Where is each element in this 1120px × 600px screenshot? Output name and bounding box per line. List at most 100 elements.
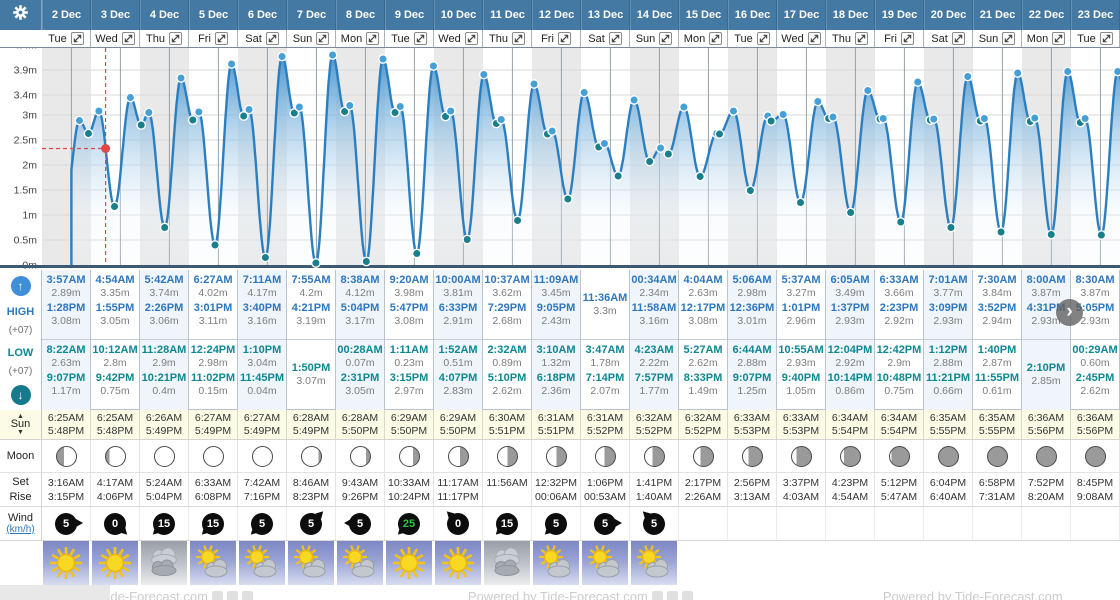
tide-column-17-dec: 5:37AM 3.27m 1:01PM 2.96m 10:55AM 2.93m 9:40PM… — [777, 270, 826, 410]
low-tide-entry: 1:12PM 2.88m — [924, 344, 972, 370]
low-tide-entry: 9:07PM 1.17m — [42, 372, 90, 398]
moon-set-rise-cell: 3:16AM 3:15PM — [42, 473, 91, 506]
expand-day-icon[interactable] — [709, 32, 723, 45]
expand-day-icon[interactable] — [659, 32, 673, 45]
date-header-8-dec[interactable]: 8 Dec — [336, 0, 385, 30]
expand-day-icon[interactable] — [511, 32, 525, 45]
date-header-2-dec[interactable]: 2 Dec — [42, 0, 91, 30]
scroll-right-button[interactable]: › — [1056, 299, 1083, 326]
sunset-time: 5:49PM — [243, 424, 281, 437]
date-header-7-dec[interactable]: 7 Dec — [287, 0, 336, 30]
low-tide-time: 11:28AM — [141, 344, 187, 356]
social-icon[interactable] — [651, 591, 663, 600]
tide-extreme-dot — [745, 185, 756, 196]
high-tide-height: 2.94m — [982, 315, 1012, 327]
expand-day-icon[interactable] — [413, 32, 427, 45]
low-tide-height: 2.62m — [492, 385, 522, 397]
moon-rise-time: 3:15PM — [47, 490, 85, 503]
date-header-19-dec[interactable]: 19 Dec — [875, 0, 924, 30]
date-header-4-dec[interactable]: 4 Dec — [140, 0, 189, 30]
tide-extreme-dot — [226, 59, 237, 69]
high-tide-zone: 4:04AM 2.63m 12:17PM 3.08m — [679, 270, 727, 340]
date-header-20-dec[interactable]: 20 Dec — [924, 0, 973, 30]
tide-extreme-dot — [289, 108, 300, 118]
weather-cell — [875, 541, 924, 585]
sunset-time: 5:50PM — [390, 424, 428, 437]
low-tide-time: 5:10PM — [487, 372, 527, 384]
tide-extreme-dot — [962, 71, 973, 82]
expand-day-icon[interactable] — [168, 32, 182, 45]
date-header-12-dec[interactable]: 12 Dec — [532, 0, 581, 30]
high-tide-zone: 7:30AM 3.84m 3:52PM 2.94m — [973, 270, 1021, 340]
sun-times-cell: 6:35AM 5:55PM — [924, 410, 973, 439]
low-tide-zone: 12:42PM 2.9m 10:48PM 0.75m — [875, 340, 923, 410]
social-icon[interactable] — [226, 591, 238, 600]
settings-cell[interactable] — [0, 0, 42, 30]
date-header-23-dec[interactable]: 23 Dec — [1071, 0, 1120, 30]
moon-phase-icon — [202, 445, 224, 467]
sunset-time: 5:48PM — [96, 424, 134, 437]
expand-day-icon[interactable] — [951, 32, 965, 45]
expand-day-icon[interactable] — [1052, 32, 1066, 45]
gear-icon[interactable] — [12, 4, 29, 26]
social-icon[interactable] — [211, 591, 223, 600]
social-icon[interactable] — [666, 591, 678, 600]
moon-phase-cell — [630, 440, 679, 472]
expand-day-icon[interactable] — [756, 32, 770, 45]
date-header-11-dec[interactable]: 11 Dec — [483, 0, 532, 30]
moon-set-time: 5:12PM — [880, 476, 918, 489]
date-header-21-dec[interactable]: 21 Dec — [973, 0, 1022, 30]
high-tide-entry: 3:57AM 2.89m — [42, 274, 90, 300]
tide-extreme-dot — [928, 114, 939, 124]
expand-day-icon[interactable] — [214, 32, 228, 45]
expand-day-icon[interactable] — [557, 32, 571, 45]
date-header-3-dec[interactable]: 3 Dec — [91, 0, 140, 30]
high-tide-zone: 10:37AM 3.62m 7:29PM 2.68m — [483, 270, 531, 340]
high-tide-time: 6:33PM — [438, 302, 478, 314]
date-header-10-dec[interactable]: 10 Dec — [434, 0, 483, 30]
date-header-14-dec[interactable]: 14 Dec — [630, 0, 679, 30]
expand-day-icon[interactable] — [1002, 32, 1016, 45]
expand-day-icon[interactable] — [121, 32, 135, 45]
date-header-18-dec[interactable]: 18 Dec — [826, 0, 875, 30]
wind-cell — [679, 507, 728, 540]
expand-day-icon[interactable] — [464, 32, 478, 45]
date-header-17-dec[interactable]: 17 Dec — [777, 0, 826, 30]
tide-curve-fill — [71, 55, 1120, 265]
low-tide-zone: 1:10PM 3.04m 11:45PM 0.04m — [238, 340, 286, 410]
expand-day-icon[interactable] — [807, 32, 821, 45]
tide-extreme-dot — [210, 240, 220, 250]
date-header-22-dec[interactable]: 22 Dec — [1022, 0, 1071, 30]
high-tide-entry: 2:23PM 2.92m — [875, 302, 923, 328]
date-header-5-dec[interactable]: 5 Dec — [189, 0, 238, 30]
sun-times-cell: 6:31AM 5:51PM — [532, 410, 581, 439]
moon-phase-icon — [447, 445, 469, 467]
wind-unit-link[interactable]: (km/h) — [6, 523, 35, 535]
date-header-6-dec[interactable]: 6 Dec — [238, 0, 287, 30]
expand-day-icon[interactable] — [316, 32, 330, 45]
high-tide-zone: 5:37AM 3.27m 1:01PM 2.96m — [777, 270, 825, 340]
day-cell-6-dec: Sat — [238, 30, 287, 47]
tide-column-18-dec: 6:05AM 3.49m 1:37PM 2.93m 12:04PM 2.92m 10:14P… — [826, 270, 875, 410]
expand-day-icon[interactable] — [265, 32, 279, 45]
sun-times-cell: 6:27AM 5:49PM — [189, 410, 238, 439]
expand-day-icon[interactable] — [366, 32, 380, 45]
moon-phase-cell — [777, 440, 826, 472]
expand-day-icon[interactable] — [70, 32, 84, 45]
social-icon[interactable] — [681, 591, 693, 600]
moon-set-rise-cell: 2:17PM 2:26AM — [679, 473, 728, 506]
sunset-time: 5:54PM — [831, 424, 869, 437]
tide-column-15-dec: 4:04AM 2.63m 12:17PM 3.08m 5:27AM 2.62m 8:33PM… — [679, 270, 728, 410]
social-icon[interactable] — [241, 591, 253, 600]
moon-phase-icon — [55, 445, 77, 467]
expand-day-icon[interactable] — [900, 32, 914, 45]
date-header-16-dec[interactable]: 16 Dec — [728, 0, 777, 30]
expand-day-icon[interactable] — [608, 32, 622, 45]
expand-day-icon[interactable] — [1099, 32, 1113, 45]
low-tide-time: 1:12PM — [928, 344, 968, 356]
expand-day-icon[interactable] — [854, 32, 868, 45]
date-header-15-dec[interactable]: 15 Dec — [679, 0, 728, 30]
date-header-9-dec[interactable]: 9 Dec — [385, 0, 434, 30]
weather-cell-cloudy — [140, 541, 189, 585]
date-header-13-dec[interactable]: 13 Dec — [581, 0, 630, 30]
